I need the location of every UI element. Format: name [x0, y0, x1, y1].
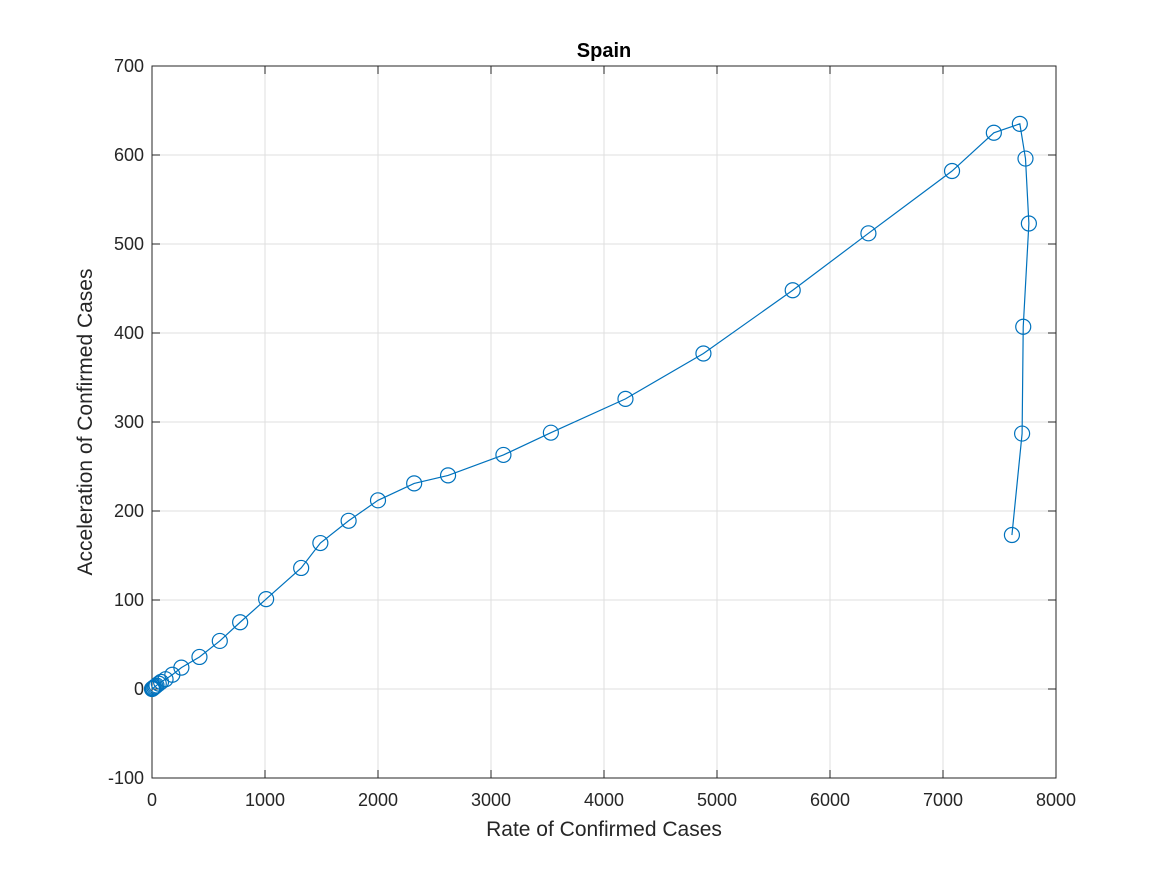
y-tick-label: 700 [114, 56, 144, 76]
data-point [173, 659, 190, 676]
x-tick-label: 6000 [810, 790, 850, 810]
data-point [232, 614, 249, 631]
data-point [1003, 526, 1021, 544]
data-point [148, 677, 165, 694]
data-point [406, 475, 423, 492]
data-point [1015, 318, 1032, 335]
y-tick-label: 500 [114, 234, 144, 254]
data-point [495, 446, 512, 464]
y-tick-label: -100 [108, 768, 144, 788]
data-point [439, 467, 457, 484]
data-point [542, 424, 559, 441]
data-point [258, 591, 275, 608]
y-tick-label: 0 [134, 679, 144, 699]
y-tick-label: 100 [114, 590, 144, 610]
x-tick-label: 1000 [245, 790, 285, 810]
x-tick-label: 7000 [923, 790, 963, 810]
grid-lines [151, 65, 1057, 779]
x-tick-label: 8000 [1036, 790, 1076, 810]
data-point [312, 534, 329, 552]
y-tick-label: 600 [114, 145, 144, 165]
data-point [860, 225, 877, 242]
data-point [985, 124, 1002, 141]
series-layer [143, 115, 1037, 698]
data-point [1013, 425, 1031, 442]
data-point [695, 345, 712, 362]
axes: 0 1000 2000 3000 4000 5000 6000 7000 8000-100010… [108, 56, 1076, 810]
x-tick-label: 0 [147, 790, 157, 810]
data-point [340, 512, 357, 529]
x-tick-label: 2000 [358, 790, 398, 810]
data-point [1017, 150, 1034, 167]
data-point [369, 492, 387, 509]
y-axis-label: Acceleration of Confirmed Cases [74, 269, 97, 576]
data-point [943, 162, 961, 180]
data-point [211, 632, 228, 650]
data-point [1020, 215, 1037, 232]
y-tick-label: 300 [114, 412, 144, 432]
data-point [784, 282, 801, 299]
x-axis-label: Rate of Confirmed Cases [486, 818, 722, 841]
data-point [1011, 115, 1028, 132]
chart-title: Spain [577, 40, 631, 62]
data-point [293, 559, 310, 577]
y-tick-label: 400 [114, 323, 144, 343]
data-point [191, 648, 208, 666]
x-tick-label: 5000 [697, 790, 737, 810]
x-tick-label: 3000 [471, 790, 511, 810]
data-point [617, 390, 634, 407]
x-tick-label: 4000 [584, 790, 624, 810]
y-tick-label: 200 [114, 501, 144, 521]
